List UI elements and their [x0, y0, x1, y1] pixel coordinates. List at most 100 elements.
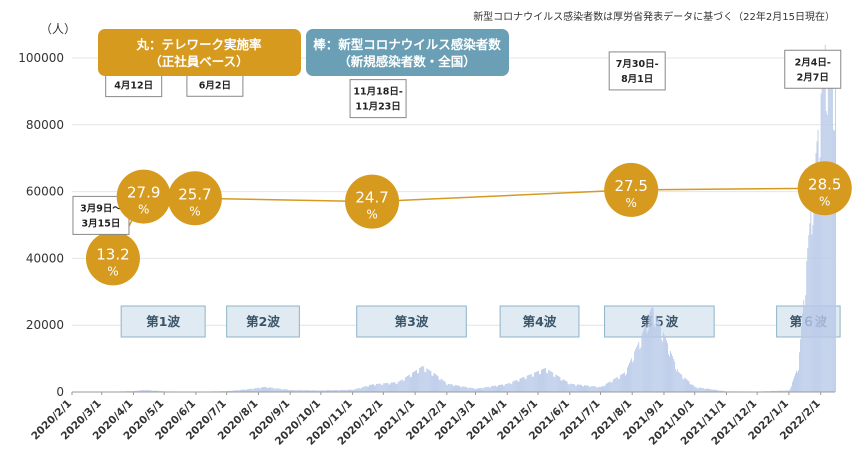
bar	[238, 390, 240, 392]
bar	[786, 390, 788, 392]
bar	[544, 368, 546, 392]
bar	[503, 385, 505, 392]
bar	[477, 388, 479, 392]
bar	[300, 390, 302, 392]
bar	[367, 386, 369, 392]
bar	[359, 388, 361, 392]
bar	[440, 378, 442, 392]
bar	[526, 375, 528, 392]
period-label-box	[608, 51, 666, 91]
bar	[835, 74, 836, 392]
bar	[442, 380, 444, 392]
period-label-end: 4月12日	[114, 81, 153, 92]
wave-labels: 第1波第2波第3波第4波第５波第６波	[120, 305, 841, 338]
y-tick-label: 80000	[26, 118, 64, 132]
bar	[474, 389, 476, 392]
bar	[262, 387, 264, 392]
bar	[712, 389, 713, 392]
bar	[363, 386, 365, 392]
bar	[237, 390, 239, 392]
bar	[481, 388, 483, 392]
bar	[589, 386, 591, 392]
legend-telework-line1: 丸：テレワーク実施率	[135, 37, 262, 52]
bar	[545, 367, 547, 392]
bar	[385, 383, 387, 392]
bar	[585, 385, 586, 392]
grid-lines	[72, 57, 835, 393]
bar	[700, 387, 702, 392]
bar	[547, 373, 549, 392]
bar	[657, 320, 659, 392]
bar	[828, 63, 830, 393]
bar	[472, 388, 474, 392]
bar	[369, 385, 370, 392]
bar	[517, 381, 519, 392]
bar	[271, 387, 273, 392]
bar	[497, 386, 498, 392]
bar	[403, 380, 405, 392]
bar	[353, 389, 355, 392]
bar	[689, 384, 691, 392]
bar	[800, 339, 802, 392]
bar	[279, 388, 281, 392]
bar	[549, 370, 551, 392]
period-label-box	[349, 79, 407, 119]
bar	[718, 390, 720, 392]
bar	[635, 348, 637, 392]
bar	[251, 388, 253, 392]
bar	[380, 383, 382, 392]
bar	[685, 378, 687, 392]
bar	[419, 367, 421, 392]
bar	[420, 367, 422, 392]
bar	[634, 351, 636, 392]
bar	[311, 390, 313, 392]
bar	[297, 390, 299, 392]
bar	[139, 390, 141, 392]
bar	[815, 153, 817, 392]
bar	[551, 371, 553, 392]
bar	[333, 390, 335, 392]
bar	[308, 390, 310, 392]
bar	[795, 373, 796, 392]
bar	[360, 388, 362, 392]
bar	[457, 385, 458, 392]
bar	[812, 224, 814, 392]
wave-box	[499, 305, 580, 338]
bar	[399, 380, 401, 392]
bar	[405, 376, 407, 392]
bar	[789, 388, 791, 392]
bar	[461, 387, 463, 392]
bar	[350, 389, 352, 392]
bar	[805, 295, 807, 392]
bar	[809, 223, 811, 392]
bar	[533, 372, 535, 392]
bar	[820, 93, 822, 393]
bar	[135, 390, 137, 392]
bar	[277, 388, 279, 392]
bar	[351, 389, 353, 392]
bar	[402, 381, 404, 392]
bar	[433, 372, 435, 392]
bar	[833, 130, 835, 392]
bar	[452, 386, 454, 392]
bar	[431, 375, 433, 392]
bar	[285, 389, 286, 392]
bar	[325, 390, 327, 392]
bar	[773, 390, 775, 392]
bar	[250, 388, 252, 392]
bar	[554, 377, 556, 392]
bar	[349, 389, 351, 392]
bar	[512, 381, 514, 392]
bar	[473, 388, 475, 392]
bar	[534, 372, 536, 392]
bar	[446, 385, 448, 392]
y-tick-label: 20000	[26, 318, 64, 332]
bar	[482, 388, 484, 392]
bar	[490, 386, 492, 392]
bar	[686, 379, 688, 392]
bar	[612, 379, 614, 392]
bar	[291, 390, 293, 392]
bar	[709, 388, 710, 392]
bar	[247, 389, 249, 392]
telework-unit-label: %	[366, 208, 377, 222]
